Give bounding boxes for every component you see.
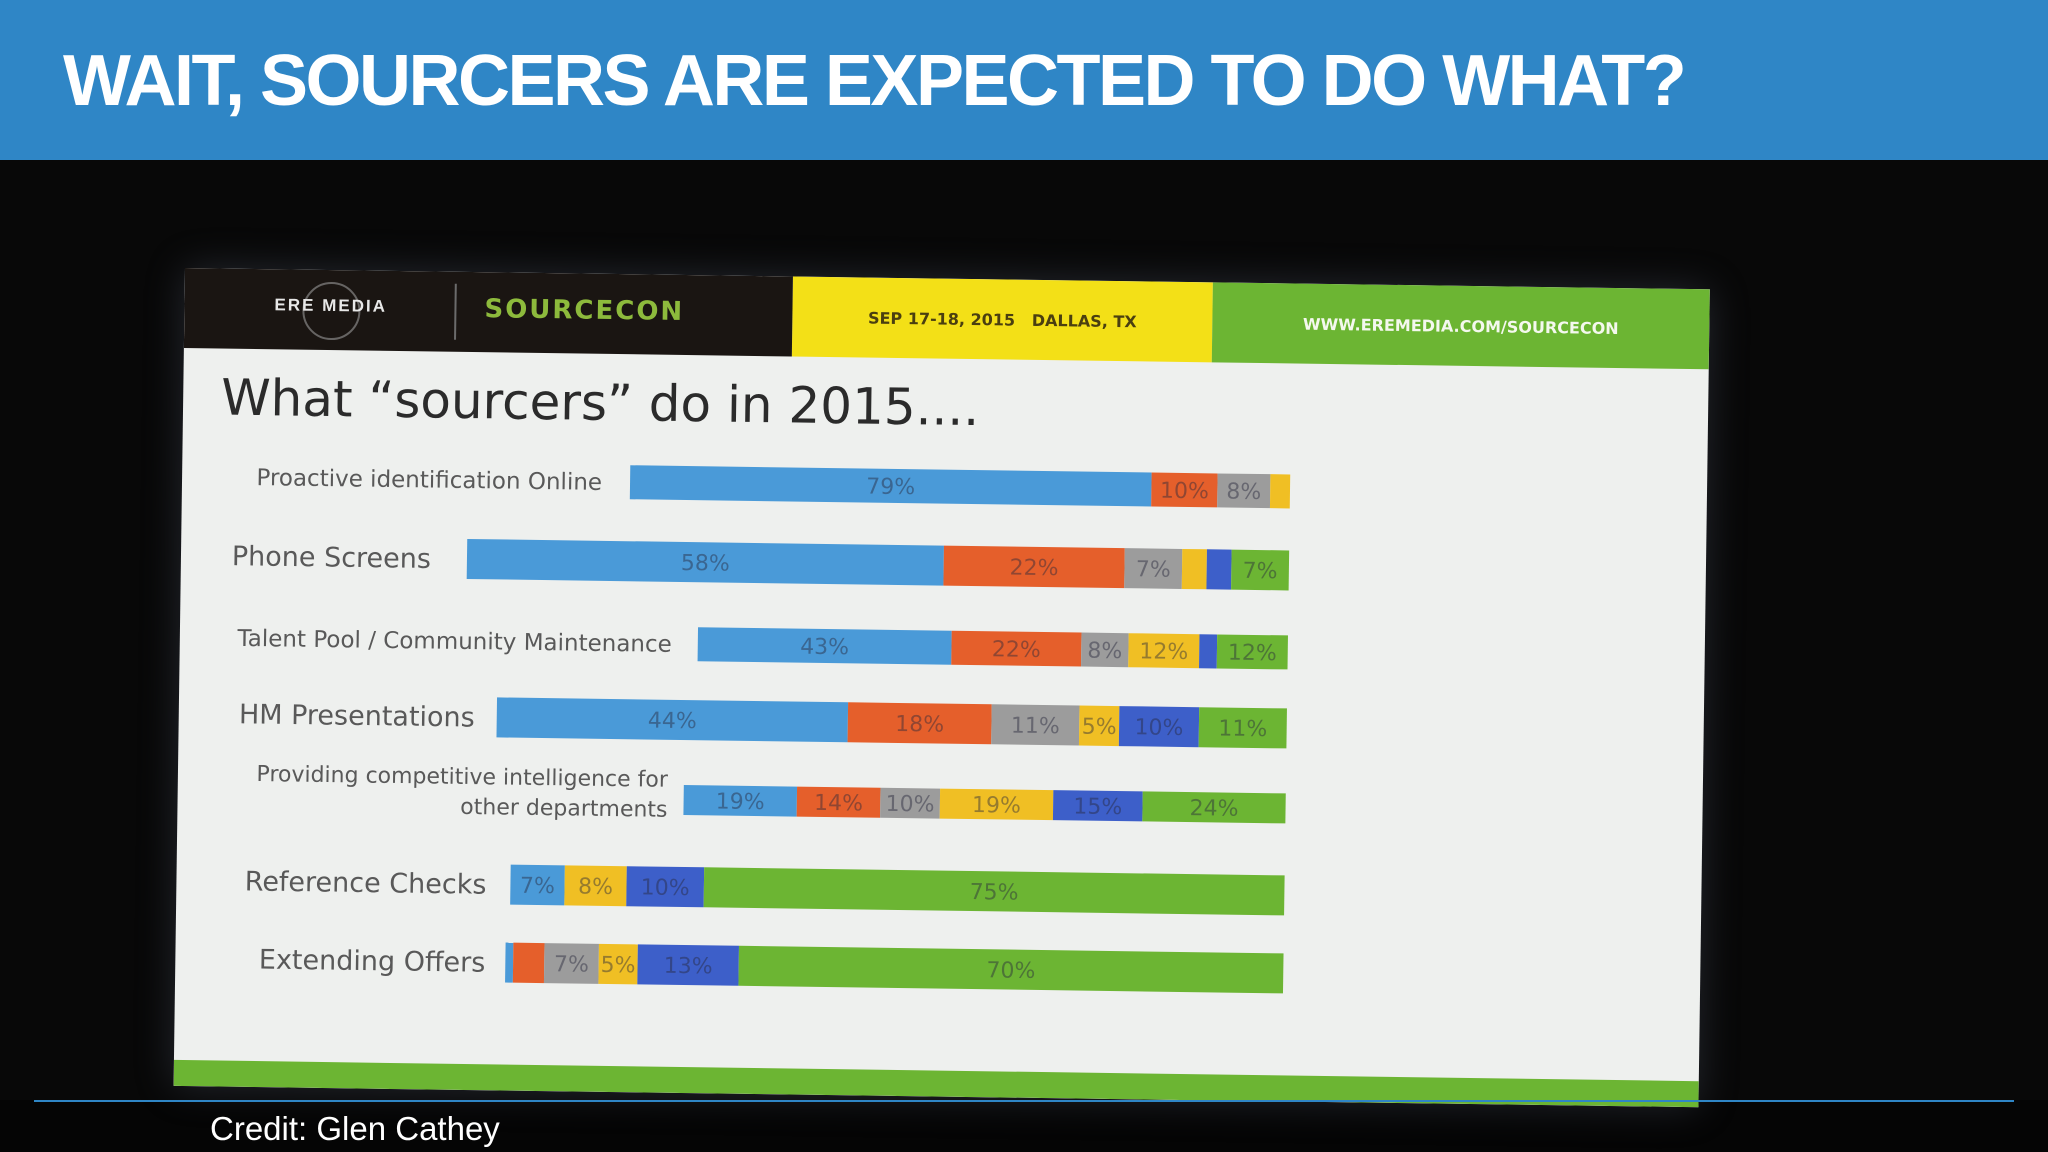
bar-segment [505, 942, 514, 983]
bar-segment [598, 943, 638, 985]
bar-segment [943, 545, 1125, 589]
slide-footer-strip [173, 1059, 1699, 1108]
bar-segment [703, 867, 1285, 916]
data-label: 12% [1228, 641, 1277, 667]
data-label: 22% [1009, 556, 1058, 582]
bar-segment [738, 945, 1284, 994]
data-label: 24% [1189, 796, 1238, 822]
bar-segment [1198, 707, 1287, 749]
data-label: 12% [1139, 639, 1188, 665]
data-label: 19% [716, 789, 765, 815]
bar-segment [796, 786, 881, 818]
bar-segment [543, 943, 599, 984]
data-label: 10% [641, 875, 690, 901]
data-label: 8% [1087, 639, 1122, 664]
data-label: 8% [578, 875, 613, 900]
bar-segment [629, 465, 1152, 507]
category-label: Proactive identification Online [256, 465, 602, 496]
category-label: Reference Checks [245, 866, 487, 900]
bar-segment [1206, 549, 1232, 590]
data-label: 44% [648, 709, 697, 735]
data-label: 19% [972, 793, 1021, 819]
data-label: 15% [1073, 794, 1122, 820]
data-label: 7% [520, 874, 555, 899]
bar-segment [1128, 633, 1200, 669]
data-label: 79% [866, 475, 915, 501]
data-label: 11% [1011, 714, 1060, 740]
category-label: Extending Offers [259, 945, 486, 979]
bar-segment [466, 538, 944, 586]
bar-segment [1052, 790, 1143, 822]
data-label: 5% [1082, 715, 1117, 740]
bar-segment [951, 630, 1082, 667]
data-label: 43% [800, 635, 849, 661]
footer-divider [34, 1100, 2014, 1102]
data-label: 70% [986, 958, 1035, 984]
data-label: 10% [1160, 479, 1209, 505]
data-label: 58% [681, 551, 730, 577]
bar-segment [1217, 473, 1271, 509]
data-label: 13% [663, 954, 712, 980]
data-label: 8% [1226, 480, 1261, 505]
credit-text: Credit: Glen Cathey [210, 1110, 500, 1147]
category-label: Phone Screens [232, 541, 432, 575]
bar-segment [496, 697, 849, 743]
data-label: 14% [814, 791, 863, 817]
data-label: 10% [885, 792, 934, 818]
bar-segment [939, 788, 1054, 821]
data-label: 22% [992, 637, 1041, 663]
bar-segment [1078, 705, 1120, 747]
data-label: 18% [895, 712, 944, 738]
category-label: HM Presentations [239, 699, 475, 733]
bar-segment [847, 702, 992, 745]
bar-segment [1151, 472, 1218, 508]
title-bar: WAIT, SOURCERS ARE EXPECTED TO DO WHAT? [0, 0, 2048, 160]
bar-segment [1199, 634, 1218, 669]
bar-segment [1231, 549, 1290, 591]
data-label: 7% [1136, 557, 1171, 582]
bar-segment [564, 865, 627, 907]
data-label: 5% [600, 953, 635, 978]
bar-segment [512, 942, 545, 984]
stacked-bar-chart: Proactive identification Online 79% 10% 8% P… [173, 465, 1699, 1108]
bar-segment [697, 627, 952, 665]
bar-segment [1269, 474, 1291, 509]
projected-slide: ERE MEDIA SOURCECON SEP 17-18, 2015 DALL… [173, 268, 1710, 1108]
bar-segment [880, 787, 941, 819]
bar-segment [626, 866, 705, 908]
bar-segment [991, 704, 1080, 746]
bar-segment [1216, 634, 1288, 670]
bar-segment [1124, 548, 1183, 589]
slide-photo: ERE MEDIA SOURCECON SEP 17-18, 2015 DALL… [0, 160, 2048, 1108]
bar-segment [683, 785, 798, 817]
page-title: WAIT, SOURCERS ARE EXPECTED TO DO WHAT? [63, 41, 1687, 121]
data-label: 10% [1134, 715, 1183, 741]
data-label: 75% [969, 880, 1018, 906]
data-label: 11% [1218, 716, 1267, 742]
bar-segment [1181, 548, 1207, 590]
bar-segment [510, 864, 565, 906]
data-label: 7% [1242, 559, 1277, 584]
category-label: Providing competitive intelligence forot… [256, 762, 669, 823]
bar-segment [1142, 791, 1286, 824]
bar-segment [637, 944, 739, 986]
bar-segment [1081, 632, 1129, 668]
data-label: 7% [554, 952, 589, 977]
category-label: Talent Pool / Community Maintenance [236, 626, 672, 658]
bar-segment [1118, 706, 1200, 748]
